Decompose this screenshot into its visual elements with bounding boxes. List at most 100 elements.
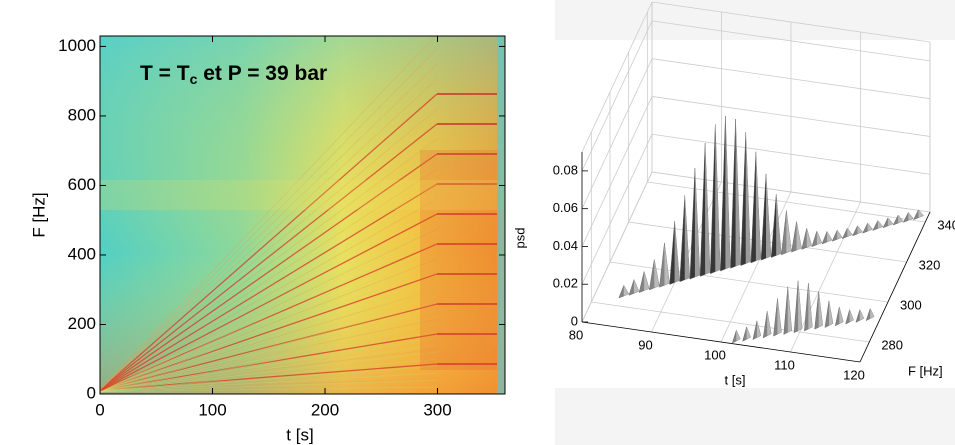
x-tick-label: 100 bbox=[704, 347, 726, 362]
harmonic-faint bbox=[100, 365, 438, 393]
grid-line bbox=[790, 201, 861, 353]
harmonic-line bbox=[100, 303, 438, 391]
harmonic-line bbox=[100, 48, 438, 391]
z-tick-label: 0.06 bbox=[553, 200, 578, 215]
spike-light bbox=[806, 228, 812, 248]
harmonic-faint bbox=[100, 295, 438, 393]
y-tick-label: 200 bbox=[68, 314, 96, 333]
spike-light bbox=[818, 291, 823, 328]
spike-light bbox=[715, 124, 721, 272]
x-axis-label-3d: t [s] bbox=[725, 372, 746, 387]
harmonic-line bbox=[100, 273, 438, 391]
spike-light bbox=[776, 194, 782, 256]
y-tick-label: 1000 bbox=[58, 36, 96, 55]
harmonic-faint bbox=[100, 386, 438, 393]
harmonic-faint bbox=[100, 246, 438, 393]
spike-light bbox=[654, 259, 660, 288]
title-rest: et P = 39 bar bbox=[197, 62, 327, 85]
harmonic-line bbox=[100, 363, 438, 391]
title-main: T = T bbox=[140, 62, 190, 85]
y-axis-line bbox=[859, 211, 931, 363]
harmonic-faint bbox=[100, 288, 438, 393]
spike-light bbox=[767, 311, 772, 336]
harmonic-faint bbox=[100, 337, 438, 393]
harmonic-faint bbox=[100, 260, 438, 393]
grid-line bbox=[591, 301, 870, 343]
harmonic-line bbox=[100, 63, 438, 391]
spike-light bbox=[755, 151, 761, 261]
grid-line bbox=[609, 261, 889, 303]
spike-light bbox=[839, 307, 844, 324]
spike-light bbox=[808, 283, 813, 329]
spike-light bbox=[847, 228, 853, 237]
harmonic-line bbox=[100, 108, 438, 391]
harmonic-faint bbox=[100, 302, 438, 393]
z-axis-label-3d: psd bbox=[512, 228, 527, 249]
spike-light bbox=[736, 330, 741, 341]
harmonic-line bbox=[100, 138, 438, 391]
spike-light bbox=[684, 195, 690, 280]
spike-light bbox=[746, 326, 751, 340]
grid-line bbox=[651, 133, 931, 175]
harmonic-line bbox=[100, 258, 438, 391]
x-tick-label: 0 bbox=[95, 400, 104, 419]
x-tick-label: 90 bbox=[638, 337, 652, 352]
y-tick-label: 340 bbox=[937, 217, 955, 232]
spike-light bbox=[756, 320, 761, 338]
spike-light bbox=[798, 280, 803, 331]
x-axis-label: t [s] bbox=[286, 425, 313, 444]
grid-line bbox=[647, 181, 926, 223]
y-tick-label: 400 bbox=[68, 244, 96, 263]
grid-line bbox=[581, 171, 653, 323]
z-tick-label: 0.02 bbox=[553, 276, 578, 291]
spectrogram-title: T = Tc et P = 39 bar bbox=[140, 62, 327, 87]
spectrogram-image bbox=[100, 36, 505, 394]
harmonic-faint bbox=[100, 330, 438, 393]
grid-line bbox=[581, 58, 653, 209]
x-tick-label: 100 bbox=[198, 400, 226, 419]
spike-light bbox=[849, 309, 854, 323]
harmonic-line bbox=[100, 78, 438, 391]
harmonic-faint bbox=[100, 379, 438, 393]
y-axis-label-3d: F [Hz] bbox=[908, 363, 943, 378]
noise-band bbox=[100, 180, 505, 210]
y-tick-label: 800 bbox=[68, 105, 96, 124]
spike-light bbox=[827, 231, 832, 242]
title-sub: c bbox=[190, 71, 198, 87]
harmonic-faint bbox=[100, 267, 438, 393]
x-axis-line bbox=[581, 321, 861, 363]
harmonic-line bbox=[100, 123, 438, 391]
spike-light bbox=[674, 221, 680, 283]
y-tick-label: 320 bbox=[919, 257, 941, 272]
harmonic-faint bbox=[100, 316, 438, 393]
harmonic-line bbox=[100, 93, 438, 391]
harmonic-faint bbox=[100, 239, 438, 393]
spike-light bbox=[786, 210, 792, 253]
harmonic-line bbox=[100, 288, 438, 391]
harmonic-faint bbox=[100, 253, 438, 393]
spike-light bbox=[867, 223, 873, 232]
harmonic-faint bbox=[100, 323, 438, 393]
spike-light bbox=[633, 279, 639, 294]
noise-band bbox=[420, 150, 500, 370]
harmonic-faint bbox=[100, 281, 438, 393]
spike-light bbox=[877, 220, 883, 229]
harmonic-faint bbox=[100, 225, 438, 393]
spike-light bbox=[837, 230, 843, 240]
harmonic-faint bbox=[100, 372, 438, 393]
spike-light bbox=[787, 286, 792, 333]
x-tick-label: 120 bbox=[843, 367, 865, 382]
spike-light bbox=[857, 225, 863, 234]
spike-light bbox=[623, 285, 629, 296]
grid-line bbox=[581, 134, 653, 285]
y-tick-label: 280 bbox=[881, 337, 903, 352]
spike-light bbox=[816, 231, 822, 245]
spike-light bbox=[735, 118, 741, 267]
y-axis-label: F [Hz] bbox=[29, 192, 48, 237]
x-tick-label: 200 bbox=[311, 400, 339, 419]
harmonic-line bbox=[100, 378, 438, 391]
spike-light bbox=[725, 116, 731, 269]
spike-light bbox=[644, 271, 650, 291]
grid-line bbox=[651, 58, 931, 100]
